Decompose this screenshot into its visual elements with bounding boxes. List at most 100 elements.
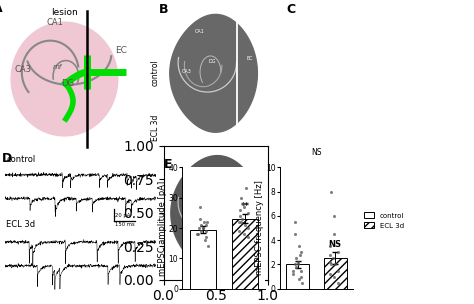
Point [239,216,246,221]
Point [244,235,252,240]
Point [298,250,305,255]
Y-axis label: mEPSC frequency [Hz]: mEPSC frequency [Hz] [255,181,264,275]
Bar [232,219,258,289]
Text: B: B [159,3,168,16]
Point [203,219,211,224]
Point [202,235,210,240]
Bar [286,264,309,289]
Point [245,226,252,230]
Text: NS: NS [328,240,342,249]
Point [200,226,207,230]
Point [295,277,303,282]
Point [334,268,342,273]
Point [299,280,306,285]
Text: CA1: CA1 [195,169,205,174]
Point [201,238,209,243]
Text: EC: EC [115,47,128,55]
Point [334,250,342,255]
Text: CA3: CA3 [182,69,191,74]
Text: CA3: CA3 [15,65,32,74]
Point [297,268,305,273]
Point [245,210,252,215]
Ellipse shape [11,22,118,136]
Point [198,223,205,227]
Text: A: A [0,2,3,15]
Point [292,219,299,224]
Text: 20 pA: 20 pA [115,212,130,218]
Point [237,195,245,200]
Point [292,256,300,261]
Point [294,260,302,264]
Point [196,216,204,221]
Point [292,232,299,237]
Point [289,268,297,273]
Text: ECL 3d: ECL 3d [151,115,160,141]
Polygon shape [171,156,261,271]
Text: DG: DG [209,199,216,203]
Text: 150 ms: 150 ms [115,222,135,227]
Circle shape [376,79,385,86]
Point [327,252,334,257]
Text: DAPI: DAPI [255,154,266,159]
Point [295,244,302,249]
Point [241,223,248,227]
Point [200,226,207,230]
Bar [190,230,216,289]
Point [236,229,243,233]
Point [202,223,210,227]
Text: control: control [6,155,36,164]
Point [291,262,299,267]
Point [330,213,337,218]
Point [290,272,297,277]
Point [197,229,204,233]
Point [236,219,243,224]
Text: lesion: lesion [51,8,78,17]
Text: NS: NS [311,148,322,157]
Point [296,252,304,257]
Text: control: control [151,60,160,86]
Point [200,219,208,224]
Point [240,232,248,237]
Text: DG: DG [209,59,216,64]
Text: C: C [287,3,296,16]
Point [292,264,300,269]
Point [328,189,335,194]
Point [240,204,248,209]
Point [326,260,334,264]
Polygon shape [170,14,257,132]
Point [327,244,334,249]
Y-axis label: mEPSC amplitude [pA]: mEPSC amplitude [pA] [158,180,167,276]
Point [194,232,201,237]
Point [334,280,341,285]
Point [196,226,203,230]
Text: mf: mf [53,64,62,70]
Text: Streptavidin 633: Streptavidin 633 [422,9,465,14]
Point [331,262,338,267]
Point [194,232,202,237]
Point [203,229,210,233]
Point [236,207,243,212]
Text: CA3: CA3 [182,209,191,214]
Point [236,213,243,218]
Point [237,219,245,224]
Text: E: E [164,158,172,171]
Text: **: ** [241,202,250,211]
Text: DG: DG [61,79,74,88]
Point [196,204,204,209]
Point [297,274,304,279]
Text: CA1: CA1 [195,29,205,34]
Point [204,244,212,249]
Point [328,262,335,267]
Text: ECL 3d: ECL 3d [6,219,36,229]
Text: D: D [2,153,12,165]
Text: CA1: CA1 [46,18,63,27]
Point [330,232,338,237]
Point [240,201,247,206]
Point [242,186,249,191]
Point [330,274,338,279]
Text: DAPI: DAPI [255,15,266,19]
Legend: control, ECL 3d: control, ECL 3d [364,212,404,229]
Bar [324,258,346,289]
Text: EC: EC [247,56,253,61]
Point [326,272,334,277]
